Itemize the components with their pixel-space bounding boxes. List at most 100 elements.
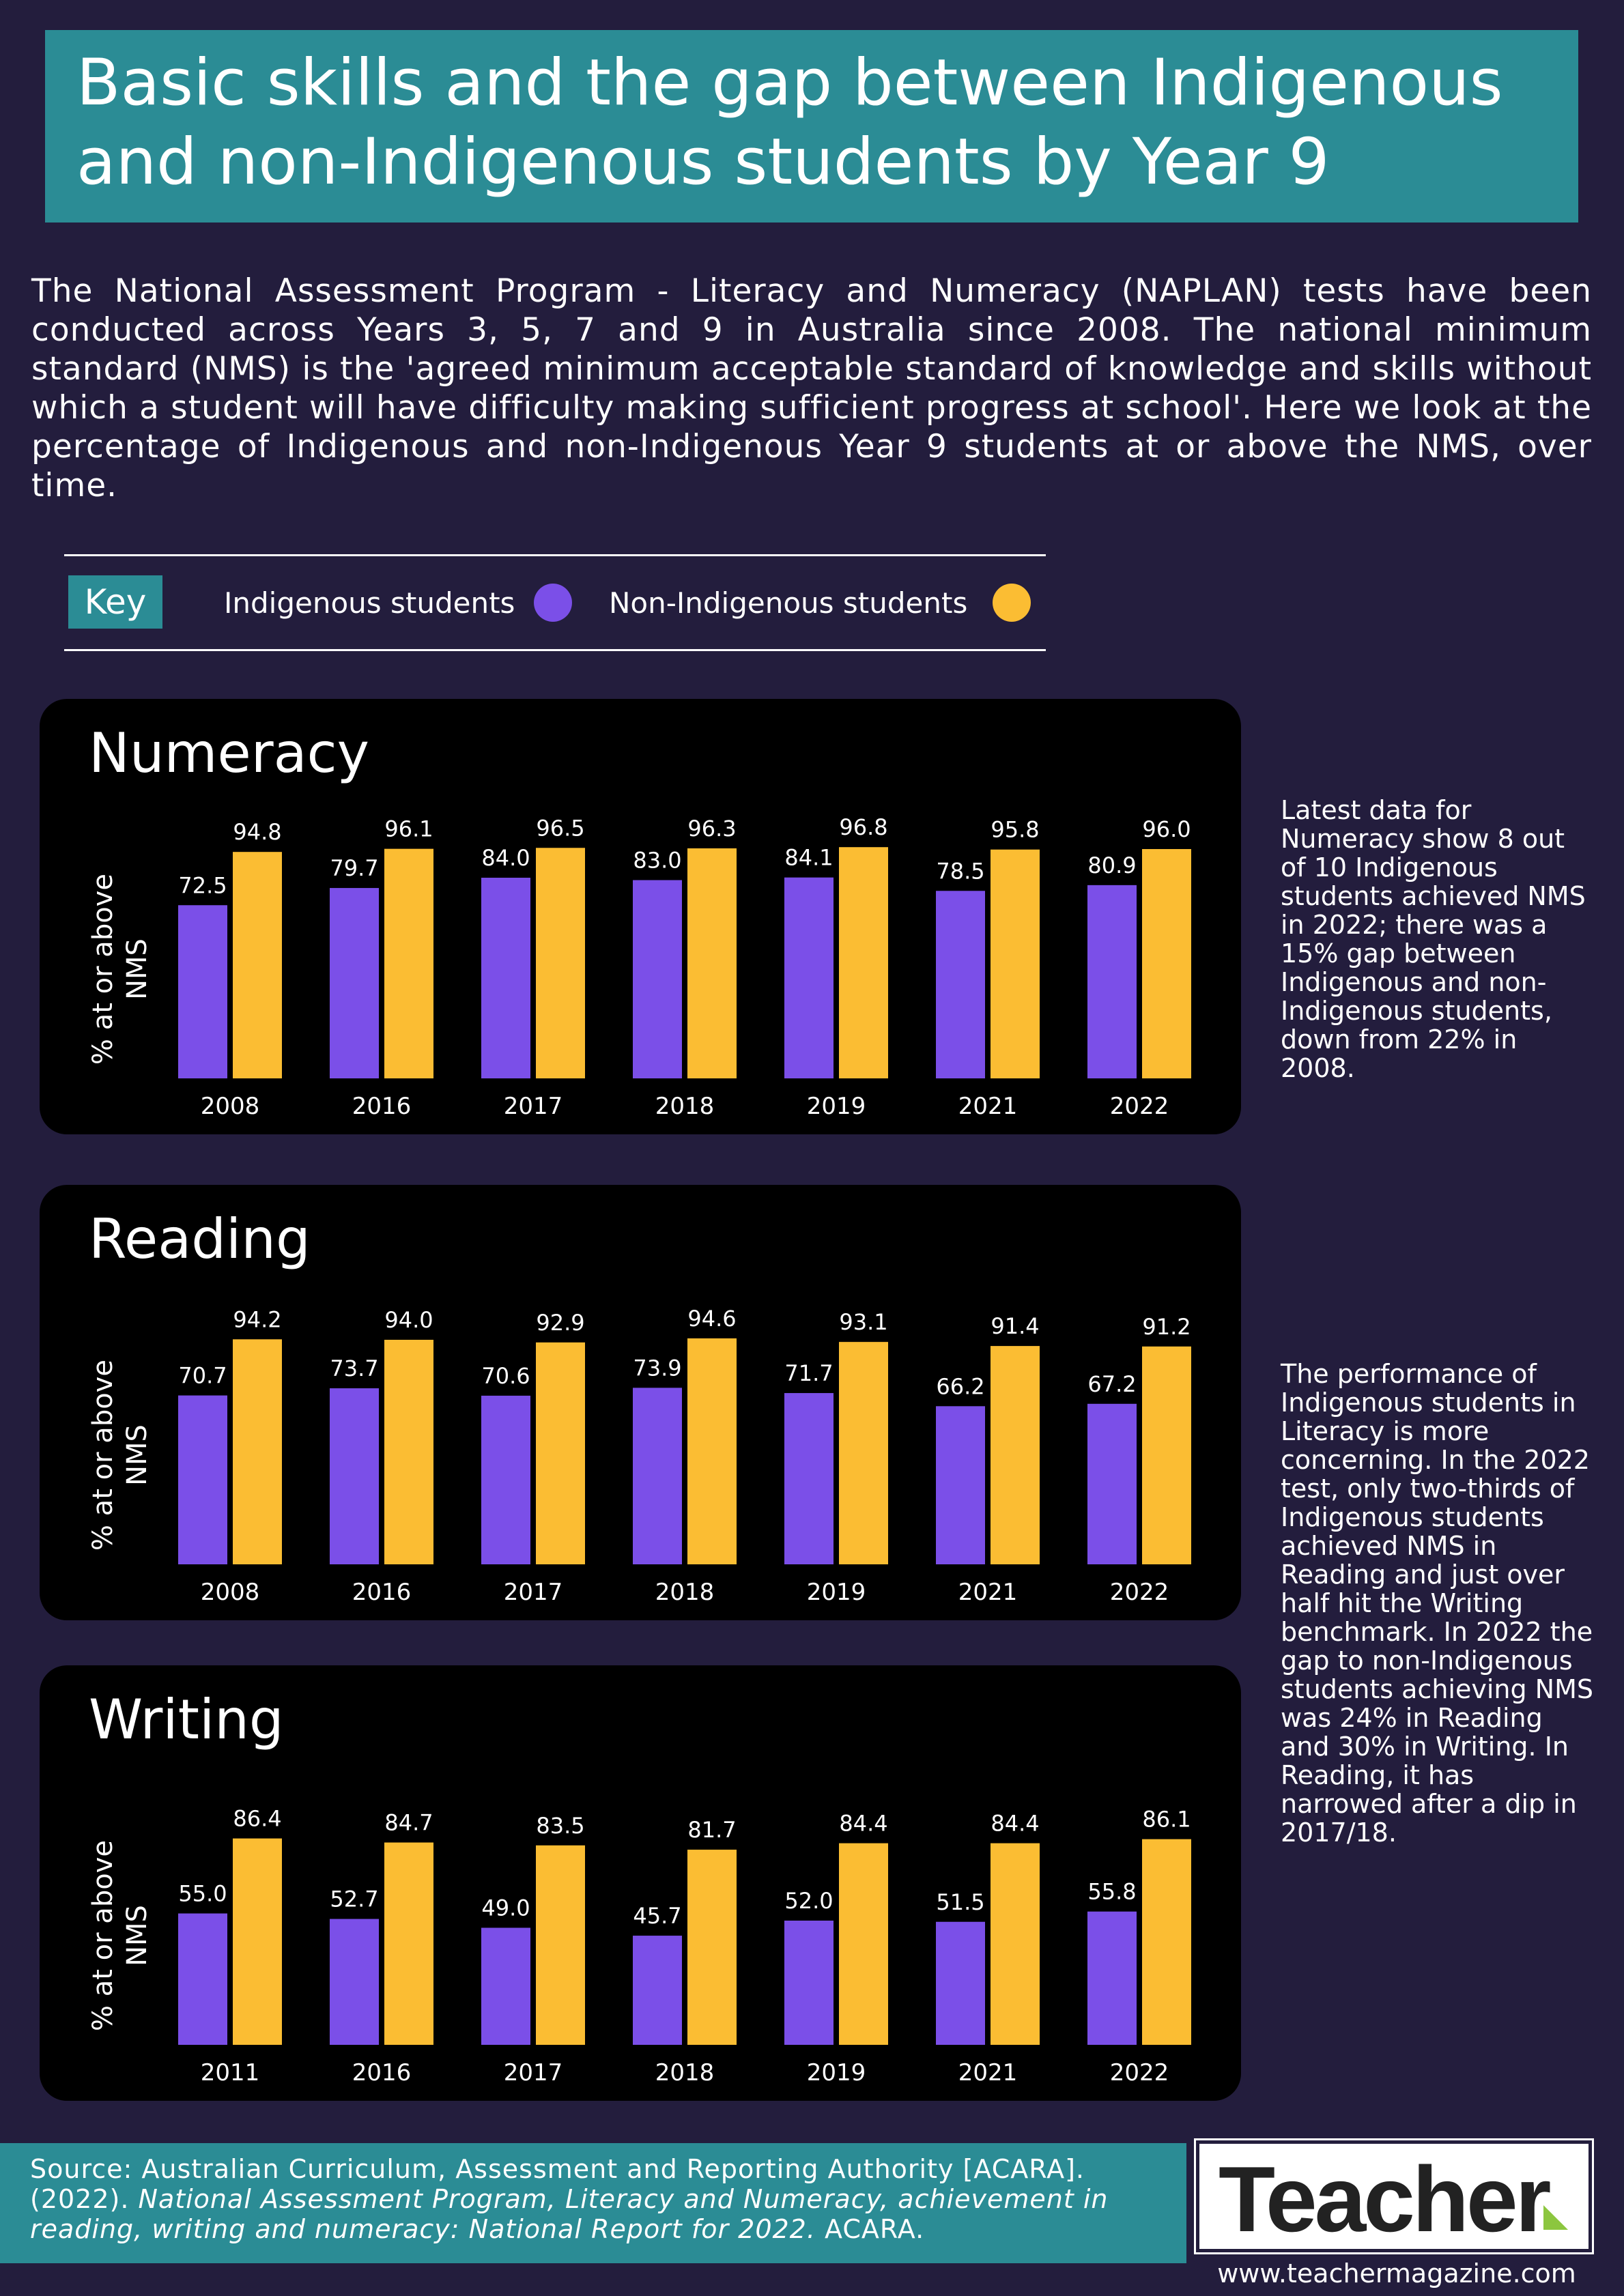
reading-value-label-indigenous-2017: 70.6 xyxy=(481,1363,530,1389)
numeracy-category-label-2008: 2008 xyxy=(201,1093,260,1120)
writing-category-label-2022: 2022 xyxy=(1110,2059,1169,2086)
writing-bar-non-indigenous-2021 xyxy=(991,1843,1040,2045)
numeracy-value-label-non-indigenous-2019: 96.8 xyxy=(839,814,887,840)
numeracy-value-label-non-indigenous-2016: 96.1 xyxy=(384,816,433,842)
reading-bar-indigenous-2008 xyxy=(178,1395,227,1564)
legend-non-indigenous-label: Non-Indigenous students xyxy=(609,586,968,620)
numeracy-value-label-indigenous-2017: 84.0 xyxy=(481,845,530,871)
reading-chart: Reading % at or above NMS 70.7 94.2 2008 73.7… xyxy=(40,1185,1241,1620)
green-triangle-icon xyxy=(1543,2205,1568,2230)
numeracy-value-label-indigenous-2018: 83.0 xyxy=(633,848,681,874)
numeracy-bar-indigenous-2017 xyxy=(481,878,530,1078)
writing-category-label-2017: 2017 xyxy=(504,2059,563,2086)
writing-bar-indigenous-2011 xyxy=(178,1913,227,2045)
reading-bar-non-indigenous-2017 xyxy=(536,1342,585,1564)
numeracy-bar-indigenous-2008 xyxy=(178,905,227,1078)
source-suffix: ACARA. xyxy=(815,2214,925,2244)
numeracy-category-label-2018: 2018 xyxy=(655,1093,715,1120)
writing-value-label-indigenous-2016: 52.7 xyxy=(330,1886,378,1912)
writing-bar-indigenous-2018 xyxy=(633,1936,682,2045)
reading-value-label-non-indigenous-2022: 91.2 xyxy=(1142,1314,1191,1340)
reading-value-label-non-indigenous-2016: 94.0 xyxy=(384,1307,433,1333)
writing-category-label-2021: 2021 xyxy=(958,2059,1018,2086)
reading-category-label-2017: 2017 xyxy=(504,1579,563,1606)
writing-bar-non-indigenous-2019 xyxy=(839,1843,888,2045)
writing-ylabel: % at or above NMS xyxy=(87,1840,153,2031)
numeracy-bar-non-indigenous-2018 xyxy=(687,848,737,1078)
numeracy-bar-indigenous-2018 xyxy=(633,880,682,1078)
writing-value-label-indigenous-2011: 55.0 xyxy=(178,1881,227,1907)
logo-text: Teacher xyxy=(1219,2147,1552,2251)
numeracy-category-label-2022: 2022 xyxy=(1110,1093,1169,1120)
numeracy-bar-non-indigenous-2016 xyxy=(384,848,433,1078)
numeracy-bar-indigenous-2022 xyxy=(1087,885,1137,1078)
writing-category-label-2019: 2019 xyxy=(807,2059,866,2086)
writing-category-label-2018: 2018 xyxy=(655,2059,715,2086)
reading-category-label-2019: 2019 xyxy=(807,1579,866,1606)
title-banner: Basic skills and the gap between Indigen… xyxy=(45,30,1578,223)
reading-value-label-non-indigenous-2021: 91.4 xyxy=(991,1313,1039,1339)
writing-bar-indigenous-2016 xyxy=(330,1919,379,2045)
writing-chart: Writing % at or above NMS 55.0 86.4 2011 52.7… xyxy=(40,1665,1241,2101)
legend: Key Indigenous students Non-Indigenous s… xyxy=(64,554,1046,651)
numeracy-value-label-non-indigenous-2017: 96.5 xyxy=(536,815,584,841)
writing-value-label-non-indigenous-2017: 83.5 xyxy=(536,1813,584,1839)
writing-chart-svg: % at or above NMS 55.0 86.4 2011 52.7 84.7 2016… xyxy=(87,1806,1191,2086)
writing-bar-indigenous-2017 xyxy=(481,1927,530,2045)
reading-chart-svg: % at or above NMS 70.7 94.2 2008 73.794.0 2016… xyxy=(87,1306,1191,1606)
reading-value-label-indigenous-2021: 66.2 xyxy=(936,1373,984,1399)
source-citation: Source: Australian Curriculum, Assessmen… xyxy=(0,2143,1186,2263)
reading-value-label-non-indigenous-2018: 94.6 xyxy=(687,1306,736,1332)
writing-bar-non-indigenous-2011 xyxy=(233,1838,282,2045)
writing-bar-indigenous-2021 xyxy=(936,1921,985,2045)
legend-title: Key xyxy=(68,575,162,629)
numeracy-bar-indigenous-2016 xyxy=(330,888,379,1078)
writing-category-label-2016: 2016 xyxy=(352,2059,412,2086)
reading-bar-non-indigenous-2019 xyxy=(839,1342,888,1564)
writing-bar-indigenous-2022 xyxy=(1087,1911,1137,2045)
teacher-logo: Teacher xyxy=(1194,2138,1594,2254)
numeracy-chart-title: Numeracy xyxy=(89,721,369,785)
numeracy-category-label-2019: 2019 xyxy=(807,1093,866,1120)
reading-bar-indigenous-2019 xyxy=(784,1393,834,1564)
numeracy-category-label-2016: 2016 xyxy=(352,1093,412,1120)
writing-value-label-non-indigenous-2022: 86.1 xyxy=(1142,1807,1191,1833)
reading-value-label-non-indigenous-2017: 92.9 xyxy=(536,1310,584,1336)
numeracy-chart: Numeracy % at or above NMS 72.5 94.8 2008 79.… xyxy=(40,699,1241,1134)
writing-bar-indigenous-2019 xyxy=(784,1921,834,2045)
writing-value-label-non-indigenous-2011: 86.4 xyxy=(233,1806,281,1832)
writing-value-label-indigenous-2017: 49.0 xyxy=(481,1895,530,1921)
numeracy-value-label-non-indigenous-2008: 94.8 xyxy=(233,819,281,845)
reading-value-label-non-indigenous-2019: 93.1 xyxy=(839,1309,887,1335)
numeracy-value-label-indigenous-2008: 72.5 xyxy=(178,872,227,898)
writing-value-label-indigenous-2019: 52.0 xyxy=(784,1888,833,1914)
writing-value-label-non-indigenous-2016: 84.7 xyxy=(384,1810,433,1836)
reading-bar-indigenous-2021 xyxy=(936,1406,985,1564)
numeracy-bar-indigenous-2019 xyxy=(784,877,834,1078)
reading-value-label-indigenous-2016: 73.7 xyxy=(330,1355,378,1381)
reading-value-label-indigenous-2022: 67.2 xyxy=(1087,1371,1136,1397)
writing-category-label-2011: 2011 xyxy=(201,2059,260,2086)
numeracy-bar-indigenous-2021 xyxy=(936,891,985,1078)
reading-bar-indigenous-2016 xyxy=(330,1388,379,1564)
reading-category-label-2018: 2018 xyxy=(655,1579,715,1606)
writing-bar-non-indigenous-2016 xyxy=(384,1842,433,2045)
writing-value-label-non-indigenous-2018: 81.7 xyxy=(687,1817,736,1843)
reading-bar-non-indigenous-2016 xyxy=(384,1340,433,1564)
numeracy-bar-non-indigenous-2017 xyxy=(536,848,585,1078)
numeracy-bar-non-indigenous-2021 xyxy=(991,849,1040,1078)
reading-category-label-2021: 2021 xyxy=(958,1579,1018,1606)
reading-value-label-indigenous-2018: 73.9 xyxy=(633,1355,681,1381)
numeracy-bar-non-indigenous-2019 xyxy=(839,847,888,1078)
numeracy-value-label-indigenous-2022: 80.9 xyxy=(1087,852,1136,878)
writing-bar-non-indigenous-2018 xyxy=(687,1850,737,2045)
legend-indigenous-label: Indigenous students xyxy=(224,586,515,620)
reading-category-label-2016: 2016 xyxy=(352,1579,412,1606)
reading-bar-non-indigenous-2008 xyxy=(233,1339,282,1564)
writing-bar-non-indigenous-2022 xyxy=(1142,1839,1191,2045)
writing-value-label-indigenous-2022: 55.8 xyxy=(1087,1879,1136,1905)
writing-value-label-non-indigenous-2021: 84.4 xyxy=(991,1811,1039,1837)
reading-bar-indigenous-2022 xyxy=(1087,1403,1137,1564)
numeracy-value-label-non-indigenous-2018: 96.3 xyxy=(687,816,736,842)
numeracy-value-label-indigenous-2016: 79.7 xyxy=(330,855,378,881)
